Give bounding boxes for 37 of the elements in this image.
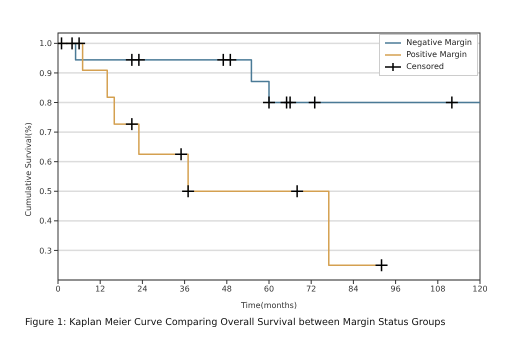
x-tick-label: 96	[390, 284, 401, 294]
point	[72, 36, 86, 50]
y-tick-label: 0.7	[39, 128, 52, 137]
y-tick-label: 0.3	[39, 246, 52, 256]
y-tick-label: 1.0	[39, 39, 52, 48]
point	[174, 148, 188, 162]
x-tick-label: 72	[306, 284, 316, 294]
point	[283, 96, 297, 110]
x-tick-label: 84	[348, 284, 358, 294]
legend-label: Positive Margin	[406, 49, 467, 61]
y-tick-label: 0.8	[39, 98, 52, 108]
point	[224, 53, 238, 67]
x-tick-label: 0	[55, 284, 61, 294]
y-tick-label: 0.6	[39, 158, 52, 167]
point	[132, 53, 146, 67]
x-axis-title: Time(months)	[240, 301, 297, 310]
x-tick-label: 36	[180, 284, 190, 294]
y-axis-title: Cumulative Survival(%)	[24, 122, 33, 216]
point	[181, 184, 195, 198]
legend-label: Censored	[406, 61, 444, 73]
point	[308, 96, 322, 110]
y-tick-label: 0.9	[39, 68, 52, 78]
point	[290, 184, 304, 198]
point	[125, 117, 139, 131]
x-tick-label: 120	[472, 284, 488, 294]
point	[374, 258, 388, 272]
x-tick-label: 108	[430, 284, 446, 294]
point	[262, 96, 276, 110]
x-tick-label: 60	[264, 284, 274, 294]
x-tick-label: 24	[137, 284, 148, 294]
caption: Figure 1: Kaplan Meier Curve Comparing Overall Survival between Margin Status Groups	[25, 317, 446, 328]
y-tick-label: 0.5	[39, 187, 52, 196]
point	[445, 96, 459, 110]
legend-label: Negative Margin	[406, 37, 472, 49]
x-tick-label: 48	[222, 284, 232, 294]
x-tick-label: 12	[95, 284, 106, 294]
y-tick-label: 0.4	[39, 216, 52, 226]
